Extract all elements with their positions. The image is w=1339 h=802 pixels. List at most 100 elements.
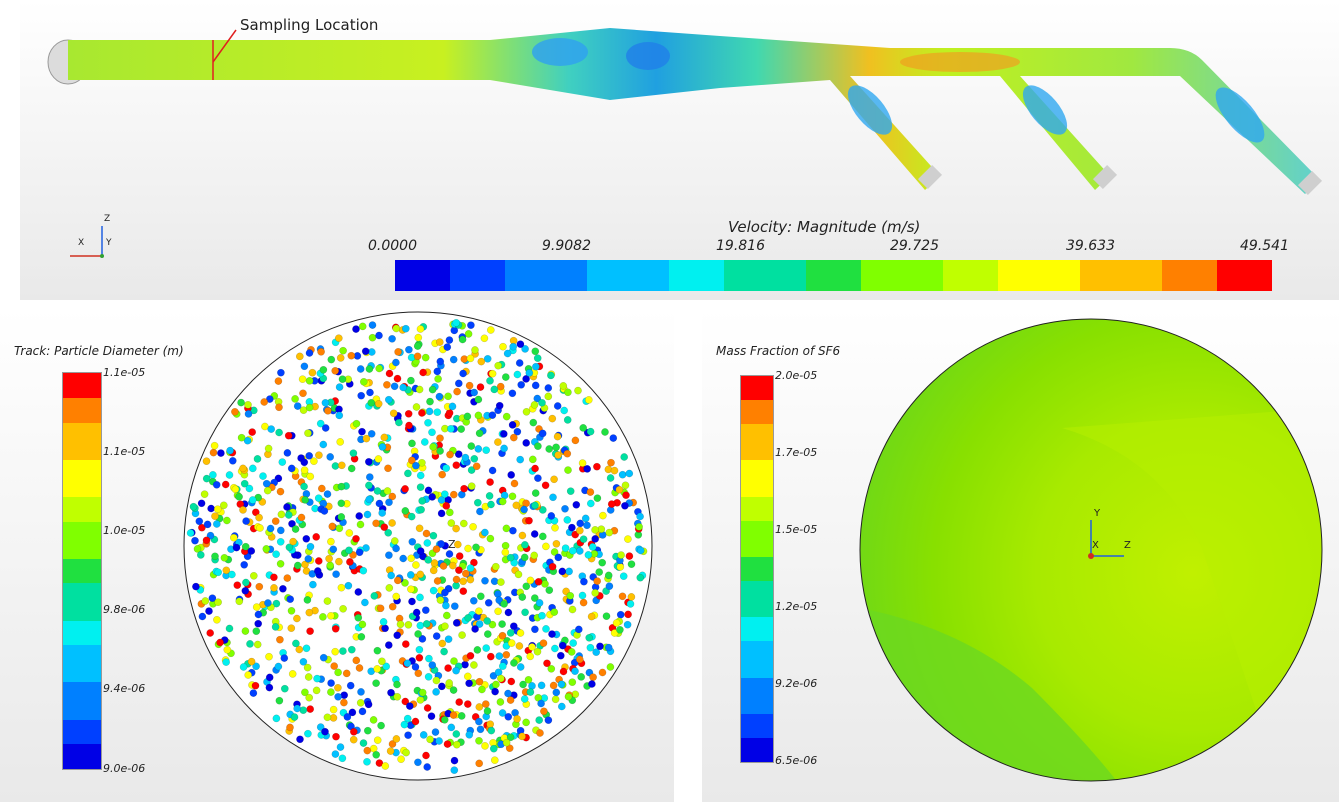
- particle: [483, 630, 492, 638]
- particle: [416, 696, 425, 704]
- particle: [513, 715, 521, 723]
- particle: [293, 402, 302, 410]
- particle: [403, 714, 412, 723]
- particle: [277, 510, 286, 519]
- particle: [624, 610, 632, 619]
- particle: [466, 575, 475, 584]
- particle: [285, 543, 294, 552]
- particle: [345, 529, 354, 537]
- particle: [383, 380, 391, 389]
- particle: [320, 507, 329, 515]
- particle: [228, 456, 237, 465]
- particle: [301, 688, 309, 697]
- particle: [396, 620, 405, 629]
- particle: [202, 457, 211, 466]
- particle: [437, 496, 446, 504]
- color-bar-step: [741, 412, 773, 425]
- color-bar-step: [63, 373, 101, 386]
- particle: [254, 619, 263, 628]
- particle: [520, 695, 529, 703]
- particle: [280, 684, 289, 693]
- particle: [198, 523, 206, 532]
- particle: [579, 535, 588, 544]
- particle: [414, 669, 423, 678]
- particle: [416, 547, 425, 555]
- particle: [623, 620, 632, 629]
- particle: [507, 639, 516, 647]
- particle: [225, 624, 234, 633]
- particle: [579, 424, 588, 432]
- particle: [363, 726, 372, 735]
- color-bar-step: [970, 260, 998, 291]
- particle: [325, 554, 333, 563]
- particle: [422, 529, 431, 538]
- particle: [428, 428, 436, 437]
- particle: [305, 349, 314, 357]
- particle: [423, 539, 432, 547]
- color-bar-step: [741, 496, 773, 509]
- particle: [423, 704, 432, 712]
- sf6-tick-2: 1.5e-05: [775, 523, 818, 536]
- particle: [256, 524, 264, 532]
- particle: [193, 545, 202, 553]
- color-bar-step: [723, 260, 752, 291]
- particle: [467, 466, 476, 474]
- particle: [327, 688, 335, 696]
- axis-z-label: Z: [1124, 540, 1131, 551]
- particle: [618, 470, 627, 479]
- particle: [346, 558, 354, 566]
- particle: [589, 673, 597, 682]
- color-bar-step: [943, 260, 971, 291]
- particle: [313, 674, 321, 683]
- particle: [556, 651, 565, 660]
- particle: [436, 596, 445, 604]
- particle: [532, 362, 540, 371]
- color-bar-step: [741, 713, 773, 726]
- particle: [541, 580, 549, 588]
- particle: [442, 601, 450, 610]
- particle: [525, 369, 534, 377]
- particle: [358, 322, 367, 331]
- particle: [506, 629, 515, 637]
- sf6-legend-title: Mass Fraction of SF6: [716, 344, 841, 358]
- particle: [429, 443, 437, 451]
- particle: [220, 553, 229, 562]
- sf6-contour-cross-section: [859, 318, 1323, 782]
- particle: [514, 570, 523, 579]
- particle: [249, 689, 258, 697]
- particle: [373, 736, 382, 745]
- color-bar-step: [586, 260, 615, 291]
- particle: [404, 620, 413, 629]
- particle: [472, 462, 481, 471]
- particle: [301, 496, 310, 504]
- particle: [428, 385, 437, 394]
- velocity-tick-5: 49.541: [1240, 238, 1289, 254]
- particle: [226, 446, 234, 455]
- particle: [548, 414, 557, 423]
- particle: [359, 739, 368, 747]
- particle: [355, 548, 364, 557]
- particle: [211, 552, 219, 561]
- particle: [591, 526, 599, 534]
- particle: [483, 354, 492, 363]
- color-bar-step: [395, 260, 423, 291]
- particle: [616, 610, 625, 619]
- particle: [291, 395, 299, 403]
- particle: [526, 576, 535, 585]
- particle: [408, 597, 416, 606]
- particle: [504, 608, 513, 617]
- particle: [475, 607, 483, 616]
- particle: [433, 408, 442, 417]
- particle: [510, 558, 519, 567]
- particle: [554, 451, 562, 459]
- particle: [237, 433, 246, 442]
- particle: [432, 632, 441, 640]
- particle: [587, 612, 596, 621]
- color-bar-step: [63, 533, 101, 547]
- color-bar-step: [641, 260, 670, 291]
- particle: [443, 343, 452, 351]
- color-bar-step: [860, 260, 889, 291]
- particle: [231, 485, 240, 494]
- particle: [272, 599, 281, 608]
- particle: [467, 442, 476, 450]
